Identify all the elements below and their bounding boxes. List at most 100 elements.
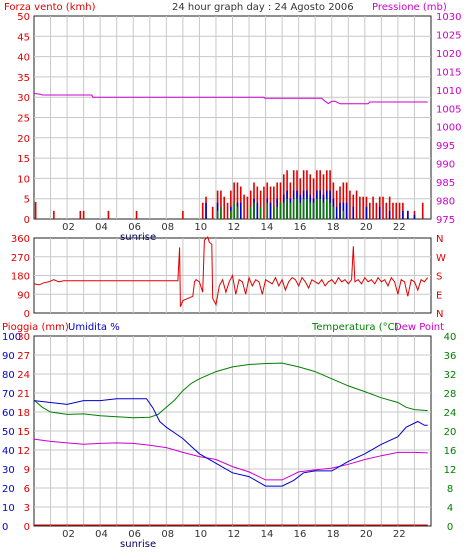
rain-tick-label: 30 (17, 332, 30, 343)
rain-tick-label: 24 (17, 370, 30, 381)
rain-tick-label: 0 (24, 522, 30, 533)
rain-tick-label: 3 (24, 503, 30, 514)
x-tick-label: 04 (95, 222, 108, 233)
humidity-tick-label: 50 (2, 427, 15, 438)
temperature-tick-label: 28 (444, 389, 457, 400)
humidity-tick-label: 100 (2, 332, 21, 343)
x-tick-label: 02 (62, 529, 75, 540)
x-tick-label: 18 (327, 222, 340, 233)
humidity-tick-label: 60 (2, 408, 15, 419)
pressure-tick-label: 1000 (436, 123, 461, 134)
temperature-tick-label: 16 (444, 446, 457, 457)
x-tick-label: 22 (393, 529, 406, 540)
temperature-tick-label: 12 (444, 465, 457, 476)
temperature-tick-label: 36 (444, 351, 457, 362)
pressure-tick-label: 1020 (436, 49, 461, 60)
rain-tick-label: 18 (17, 408, 30, 419)
temperature-tick-label: 20 (444, 427, 457, 438)
wind-tick-label: 20 (17, 134, 30, 145)
compass-tick-label: N (436, 234, 443, 245)
temperature-tick-label: 4 (447, 503, 453, 514)
pressure-tick-label: 975 (436, 215, 455, 226)
rain-axis-title: Pioggia (mm) (2, 322, 69, 333)
humidity-tick-label: 40 (2, 446, 15, 457)
x-tick-label: 08 (161, 222, 174, 233)
compass-tick-label: N (436, 309, 443, 320)
x-tick-label: 20 (360, 529, 373, 540)
humidity-line (33, 398, 428, 487)
x-tick-label: 12 (228, 222, 241, 233)
temperature-tick-label: 40 (444, 332, 457, 343)
wind-tick-label: 25 (17, 114, 30, 125)
direction-tick-label: 360 (11, 234, 30, 245)
wind-tick-label: 30 (17, 93, 30, 104)
pressure-tick-label: 1010 (436, 86, 461, 97)
x-tick-label: 16 (294, 529, 307, 540)
x-tick-label: 12 (228, 529, 241, 540)
temperature-tick-label: 0 (447, 522, 453, 533)
compass-tick-label: S (436, 272, 442, 283)
pressure-axis-title: Pressione (mb) (372, 2, 447, 13)
x-tick-label: 22 (393, 222, 406, 233)
x-tick-label: 16 (294, 222, 307, 233)
x-tick-label: 06 (128, 529, 141, 540)
humidity-tick-label: 70 (2, 389, 15, 400)
rain-tick-label: 6 (24, 484, 30, 495)
x-tick-label: 14 (261, 529, 274, 540)
rain-tick-label: 12 (17, 446, 30, 457)
wind-tick-label: 10 (17, 174, 30, 185)
sunrise-label: sunrise (120, 539, 156, 550)
x-tick-label: 10 (194, 529, 207, 540)
humidity-tick-label: 80 (2, 370, 15, 381)
x-tick-label: 04 (95, 529, 108, 540)
wind-tick-label: 45 (17, 32, 30, 43)
rain-tick-label: 9 (24, 465, 30, 476)
temperature-tick-label: 8 (447, 484, 453, 495)
direction-tick-label: 270 (11, 253, 30, 264)
pressure-tick-label: 1025 (436, 30, 461, 41)
rain-tick-label: 21 (17, 389, 30, 400)
dewpoint-axis-title: Dew Point (394, 322, 444, 333)
x-axis-bottom: 02 04 06 08 10 12 14 16 18 20 22 sunrise (62, 529, 406, 550)
wind-tick-label: 0 (24, 215, 30, 226)
direction-tick-label: 0 (24, 309, 30, 320)
wind-tick-label: 50 (17, 12, 30, 23)
wind-axis-title: Forza vento (kmh) (4, 2, 96, 13)
temperature-axis-title: Temperatura (°C) (311, 322, 399, 333)
pressure-tick-label: 985 (436, 178, 455, 189)
dew-point-line (33, 438, 428, 481)
compass-tick-label: W (436, 253, 446, 264)
rain-tick-label: 27 (17, 351, 30, 362)
humidity-tick-label: 10 (2, 503, 15, 514)
x-tick-label: 20 (360, 222, 373, 233)
pressure-tick-label: 980 (436, 197, 455, 208)
pressure-tick-label: 1030 (436, 12, 461, 23)
pressure-tick-label: 995 (436, 141, 455, 152)
x-tick-label: 02 (62, 222, 75, 233)
x-tick-label: 10 (194, 222, 207, 233)
temperature-tick-label: 24 (444, 408, 457, 419)
pressure-tick-label: 990 (436, 160, 455, 171)
pressure-tick-label: 1005 (436, 104, 461, 115)
wind-tick-label: 40 (17, 53, 30, 64)
chart-title: 24 hour graph day : 24 Agosto 2006 (172, 2, 354, 13)
direction-tick-label: 180 (11, 272, 30, 283)
wind-tick-label: 35 (17, 73, 30, 84)
x-tick-label: 14 (261, 222, 274, 233)
humidity-tick-label: 0 (2, 522, 8, 533)
wind-tick-label: 5 (24, 195, 30, 206)
rain-tick-label: 15 (17, 427, 30, 438)
x-tick-label: 06 (128, 222, 141, 233)
wind-tick-label: 15 (17, 154, 30, 165)
wind-direction-line (33, 236, 429, 307)
temperature-line (33, 362, 428, 419)
compass-tick-label: E (436, 290, 442, 301)
pressure-tick-label: 1015 (436, 67, 461, 78)
humidity-tick-label: 30 (2, 465, 15, 476)
humidity-axis-title: Umidita % (68, 322, 120, 333)
humidity-tick-label: 90 (2, 351, 15, 362)
wind-pressure-panel: 0510152025303540455097598098599099510001… (17, 12, 461, 226)
